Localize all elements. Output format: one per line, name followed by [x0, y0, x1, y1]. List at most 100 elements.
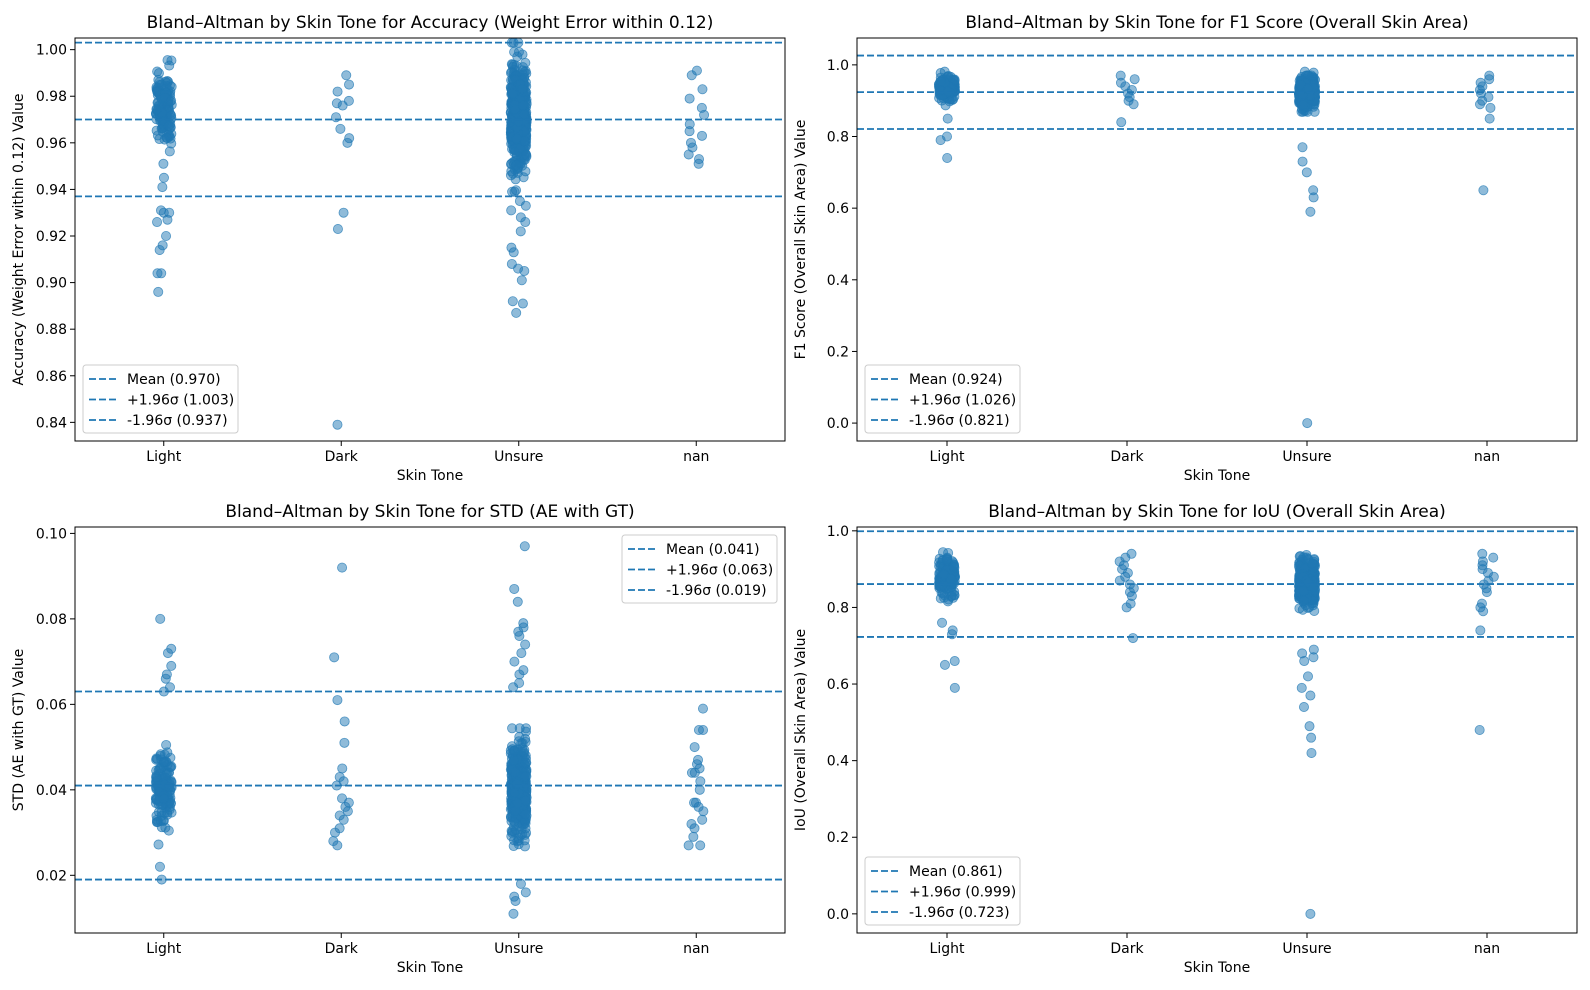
data-point — [1299, 66, 1310, 77]
legend: Mean (0.970) +1.96σ (1.003) -1.96σ (0.937) — [82, 364, 239, 434]
legend-label-lower: -1.96σ (0.723) — [909, 905, 1010, 921]
y-tick-label: 0.88 — [36, 322, 67, 338]
data-point — [515, 878, 526, 889]
y-tick-label: 0.90 — [36, 276, 67, 292]
data-point — [697, 703, 708, 714]
legend-label-upper: +1.96σ (0.063) — [666, 563, 773, 579]
data-point — [518, 100, 529, 111]
data-point — [158, 172, 169, 183]
data-point — [1121, 602, 1132, 613]
data-point — [164, 781, 175, 792]
data-point — [937, 617, 948, 628]
data-point — [152, 130, 163, 141]
data-point — [329, 827, 340, 838]
data-point — [520, 217, 531, 228]
data-point — [949, 682, 960, 693]
data-point — [510, 104, 521, 115]
data-point — [511, 185, 522, 196]
y-tick-label: 0.10 — [36, 526, 67, 542]
data-point — [158, 158, 169, 169]
data-point — [338, 207, 349, 218]
data-point — [514, 669, 525, 680]
legend-label-upper: +1.96σ (1.026) — [909, 393, 1016, 409]
data-point — [164, 804, 175, 815]
data-point — [520, 166, 531, 177]
data-point — [1298, 702, 1309, 713]
data-point — [506, 205, 517, 216]
legend-label-lower: -1.96σ (0.019) — [666, 583, 767, 599]
data-point — [155, 613, 166, 624]
legend-label-upper: +1.96σ (1.003) — [127, 393, 234, 409]
legend-label-mean: Mean (0.861) — [909, 864, 1003, 880]
data-point — [508, 908, 519, 919]
y-tick-label: 0.84 — [36, 415, 67, 431]
axes-frame — [74, 37, 786, 442]
data-point — [699, 109, 710, 120]
data-point — [507, 723, 518, 734]
data-point — [152, 217, 163, 228]
data-point — [516, 275, 527, 286]
data-point — [694, 784, 705, 795]
data-point — [153, 765, 164, 776]
data-point — [516, 738, 527, 749]
data-point — [163, 825, 174, 836]
x-tick-label: nan — [1474, 941, 1500, 957]
data-point — [942, 113, 953, 124]
data-point — [1478, 185, 1489, 196]
data-point — [162, 214, 173, 225]
y-tick-label: 0.86 — [36, 369, 67, 385]
data-point — [1128, 99, 1139, 110]
data-point — [1488, 552, 1499, 563]
y-tick-label: 0.6 — [827, 201, 849, 217]
x-tick-label: Light — [930, 941, 965, 957]
data-point — [938, 569, 949, 580]
y-tick-label: 0.98 — [36, 89, 67, 105]
data-point — [698, 725, 709, 736]
y-tick-label: 0.08 — [36, 612, 67, 628]
data-point — [512, 596, 523, 607]
y-axis-label: Accuracy (Weight Error within 0.12) Valu… — [11, 93, 27, 385]
data-point — [507, 296, 518, 307]
data-point — [341, 70, 352, 81]
data-point — [935, 76, 946, 87]
x-tick-label: Dark — [325, 941, 359, 957]
data-point — [518, 109, 529, 120]
data-point — [166, 95, 177, 106]
data-point — [1305, 908, 1316, 919]
y-tick-label: 0.6 — [827, 677, 849, 693]
legend-label-mean: Mean (0.041) — [666, 542, 760, 558]
data-point — [520, 887, 531, 898]
data-point — [337, 562, 348, 573]
data-point — [337, 100, 348, 111]
data-point — [513, 832, 524, 843]
data-point — [686, 70, 697, 81]
data-point — [1297, 156, 1308, 167]
data-point — [1114, 575, 1125, 586]
data-point — [1297, 142, 1308, 153]
data-point — [516, 648, 527, 659]
legend-label-upper: +1.96σ (0.999) — [909, 885, 1016, 901]
y-tick-label: 0.02 — [36, 868, 67, 884]
legend-box — [621, 534, 778, 604]
data-point — [518, 747, 529, 758]
y-tick-label: 0.2 — [827, 830, 849, 846]
data-point — [939, 659, 950, 670]
data-point — [153, 839, 164, 850]
x-tick-label: nan — [683, 941, 709, 957]
data-point — [688, 831, 699, 842]
data-point — [683, 149, 694, 160]
data-point — [162, 55, 173, 66]
data-point — [510, 895, 521, 906]
data-points — [150, 541, 709, 919]
y-axis-label: STD (AE with GT) Value — [11, 649, 27, 811]
chart-title: Bland–Altman by Skin Tone for Accuracy (… — [147, 13, 714, 33]
data-point — [512, 798, 523, 809]
data-point — [332, 224, 343, 235]
data-point — [683, 840, 694, 851]
legend-box — [864, 364, 1021, 434]
y-tick-label: 0.2 — [827, 344, 849, 360]
data-point — [337, 763, 348, 774]
y-tick-label: 0.96 — [36, 136, 67, 152]
data-point — [510, 767, 521, 778]
data-point — [163, 120, 174, 131]
